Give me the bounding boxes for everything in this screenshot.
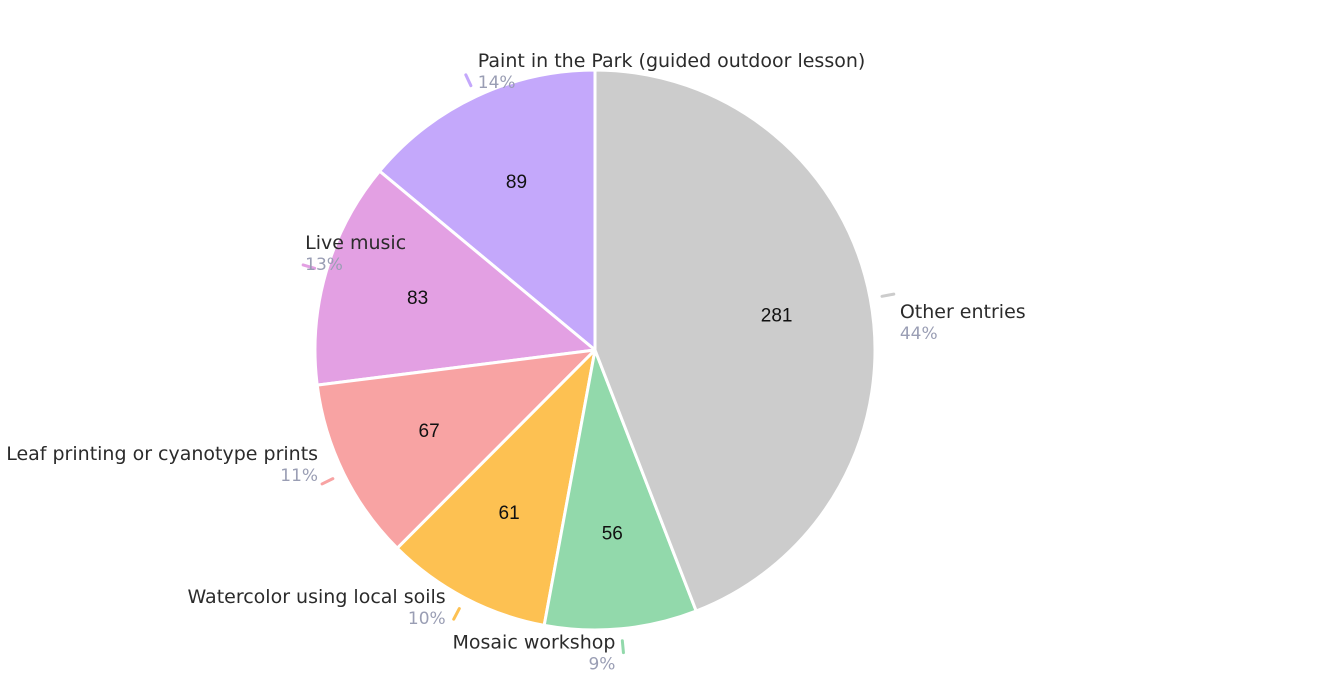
value-label-live-music: 83 [407, 288, 428, 309]
pie-slice-paint-in-the-park-guided-outdoor-lesson [378, 68, 597, 352]
value-label-mosaic-workshop: 56 [602, 523, 623, 544]
leader-line-live-music [301, 263, 317, 270]
leader-line-leaf-printing-or-cyanotype-prints [320, 477, 335, 486]
category-label-watercolor-using-local-soils: Watercolor using local soils [187, 586, 445, 608]
percent-label-other-entries: 44% [900, 324, 938, 344]
value-label-leaf-printing-or-cyanotype-prints: 67 [419, 421, 440, 442]
value-label-watercolor-using-local-soils: 61 [499, 503, 520, 524]
pie-slice-other-entries [593, 68, 877, 613]
leader-line-watercolor-using-local-soils [452, 607, 461, 621]
percent-label-live-music: 13% [305, 255, 343, 275]
pie-slice-leaf-printing-or-cyanotype-prints [315, 348, 597, 550]
pie-slice-mosaic-workshop [542, 348, 698, 632]
percent-label-leaf-printing-or-cyanotype-prints: 11% [280, 466, 318, 486]
percent-label-paint-in-the-park-guided-outdoor-lesson: 14% [478, 73, 516, 93]
value-label-other-entries: 281 [761, 306, 793, 327]
leader-line-paint-in-the-park-guided-outdoor-lesson [464, 73, 473, 88]
percent-label-watercolor-using-local-soils: 10% [408, 609, 446, 629]
pie-slice-live-music [313, 169, 597, 387]
value-label-paint-in-the-park-guided-outdoor-lesson: 89 [506, 172, 527, 193]
percent-label-mosaic-workshop: 9% [588, 655, 615, 675]
leader-line-mosaic-workshop [620, 639, 625, 655]
leader-line-other-entries [880, 292, 896, 298]
category-label-other-entries: Other entries [900, 301, 1026, 323]
category-label-live-music: Live music [305, 232, 406, 254]
slices-layer [313, 68, 877, 632]
category-label-mosaic-workshop: Mosaic workshop [453, 632, 616, 654]
labels-layer: 89 Paint in the Park (guided outdoor less… [6, 50, 1025, 675]
pie-slice-watercolor-using-local-soils [395, 348, 597, 627]
category-label-leaf-printing-or-cyanotype-prints: Leaf printing or cyanotype prints [6, 443, 318, 465]
category-label-paint-in-the-park-guided-outdoor-lesson: Paint in the Park (guided outdoor lesson… [478, 50, 866, 72]
leaders-layer [301, 73, 896, 655]
